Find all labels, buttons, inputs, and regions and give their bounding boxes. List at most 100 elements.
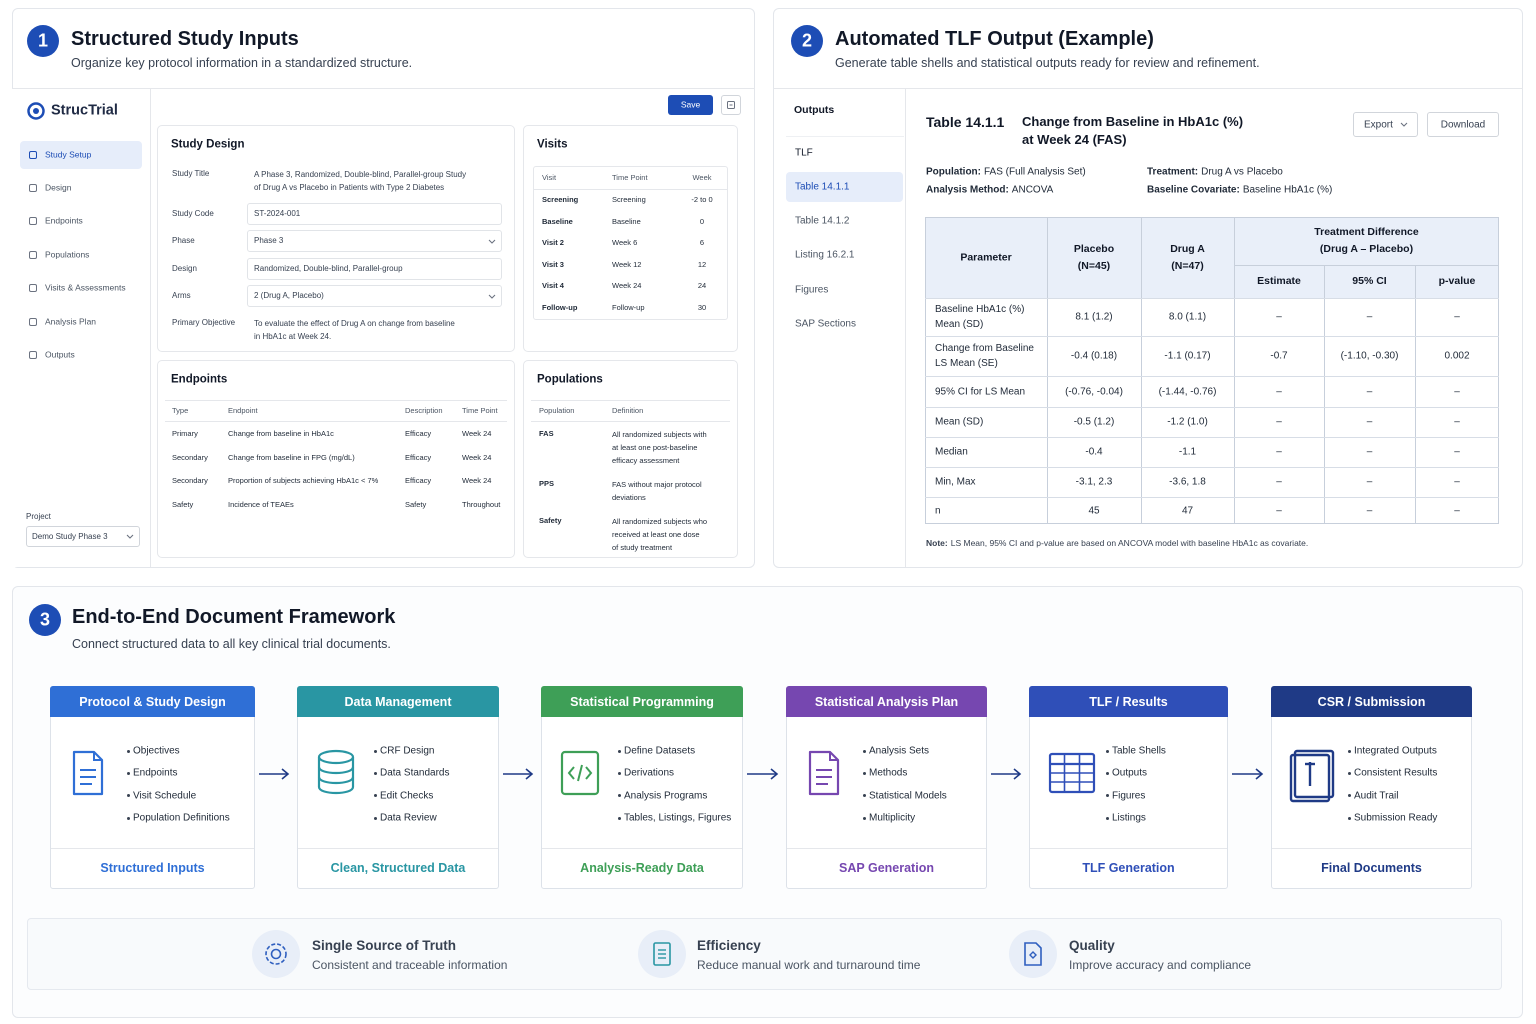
stage-item: Population Definitions [133,812,230,824]
nav-item[interactable]: Endpoints [45,215,83,226]
download-label: Download [1440,119,1486,130]
card-title: Endpoints [171,373,228,386]
input-box[interactable] [247,203,502,225]
meta-label: Baseline Covariate: [1147,184,1240,196]
bullet [374,749,377,753]
table-rule [1047,217,1048,524]
field-label: Study Code [172,208,214,218]
sidebar-item[interactable]: Table 14.1.1 [795,181,850,193]
stage-icon [317,749,355,795]
stage-title: Statistical Programming [570,694,714,709]
table-cell: 0 [699,216,705,226]
icon-part [1293,749,1335,799]
card-title: Study Design [171,138,245,151]
table-cell: Safety [405,500,427,510]
stage-divider [298,848,498,849]
table-cell: – [1276,505,1282,516]
benefit-title: Single Source of Truth [312,938,457,954]
table-rule [531,421,730,422]
table-rule [1415,265,1416,524]
stage-divider [1030,848,1227,849]
nav-item[interactable]: Design [45,182,72,193]
table-cell: -0.7 [1270,350,1288,362]
table-cell: Screening [542,195,579,205]
nav-item[interactable]: Outputs [45,349,75,360]
stage-item: Derivations [624,767,675,779]
table-cell: Efficacy [405,429,432,439]
nav-item[interactable]: Analysis Plan [45,316,97,327]
table-header-bg [925,217,1499,298]
input-box[interactable] [247,230,502,252]
table-cell: Change from baseline in FPG (mg/dL) [228,452,355,462]
card [523,125,738,352]
stage-item: Tables, Listings, Figures [624,812,732,824]
sidebar-item[interactable]: SAP Sections [795,318,856,330]
nav-icon [29,284,37,292]
table-cell: Week 6 [612,238,638,248]
column-header: Population [539,406,575,416]
flow-arrow [1232,768,1264,780]
table-cell: Primary [172,429,198,439]
nav-icon [29,184,37,192]
project-select[interactable] [26,526,140,547]
card [523,360,738,558]
sidebar-item[interactable]: Figures [795,284,829,296]
stage-header [297,686,499,717]
table-cell: 12 [697,259,707,269]
note-label: Note: [926,538,948,548]
stage-item: Define Datasets [624,745,696,757]
table-cell: Safety [172,500,194,510]
table-cell: Efficacy [405,452,432,462]
table-cell: Baseline [542,216,573,226]
download-button[interactable] [1427,112,1499,137]
nav-item[interactable]: Populations [45,249,90,260]
column-header: Week [692,173,712,183]
input-box[interactable] [247,285,502,307]
table-rule [925,298,1499,299]
sidebar-title: Outputs [794,104,835,117]
input-box[interactable] [247,258,502,280]
nav-item[interactable]: Visits & Assessments [45,282,126,293]
table-cell: (-1.44, -0.76) [1158,386,1217,397]
meta-line: Analysis Method: ANCOVA [926,185,1053,196]
table-cell: -0.4 [1085,446,1103,458]
sidebar [773,89,906,567]
export-label: Export [1364,119,1393,130]
nav-item[interactable]: Study Setup [45,149,92,160]
table-cell: -1.1 [1178,446,1197,458]
sidebar-item[interactable]: Table 14.1.2 [795,215,850,227]
bullet [863,749,866,753]
column-header: Definition [612,406,644,416]
bullet [618,816,621,820]
icon-part [93,752,102,761]
icon-part [317,766,355,785]
step-badge [27,25,59,57]
table-cell: Efficacy [405,476,432,486]
row-label: 95% CI for LS Mean [935,386,1026,397]
export-button[interactable] [1353,112,1418,137]
bullet [127,771,130,775]
step-number: 3 [39,609,51,630]
icon-part [1024,942,1042,966]
icon-part [727,101,735,109]
benefit-title: Efficiency [697,938,761,954]
sidebar-item[interactable]: TLF [795,147,813,159]
stage-item: Edit Checks [380,790,434,802]
table-cell: (-1.10, -0.30) [1340,350,1399,362]
stage-item: Visit Schedule [133,790,197,802]
table-id: Table 14.1.1 [926,113,1005,130]
table-cell: – [1454,416,1460,428]
stage-header [1029,686,1228,717]
divider [12,88,755,89]
icon-part [770,768,779,780]
section-subtitle: Organize key protocol information in a s… [71,55,413,70]
copy-button[interactable] [721,95,741,115]
icon-part [317,749,355,765]
section-title: Automated TLF Output (Example) [835,28,1154,50]
meta-value: FAS (Full Analysis Set) [984,166,1086,178]
stage-item: Data Standards [380,767,450,779]
table-cell: 6 [699,238,705,248]
sidebar-item[interactable]: Listing 16.2.1 [795,249,855,261]
stage-divider [542,848,742,849]
save-button[interactable] [668,95,713,115]
